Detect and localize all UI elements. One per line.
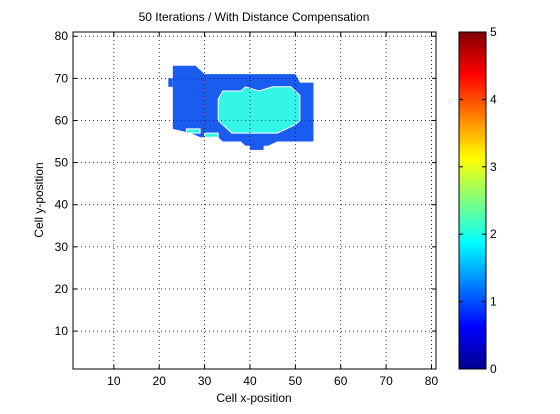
x-tick-label: 30 [198,374,212,388]
heatmap-region-3 [250,141,264,150]
colorbar-ticks: 0 1 2 3 4 5 [459,25,497,376]
plot-frame [72,31,437,370]
heatmap-region-5 [185,128,201,134]
heatmap-region-4 [217,86,301,134]
colorbar-tick-label: 1 [490,295,497,309]
colorbar-frame [458,31,487,370]
x-tick-label: 80 [425,374,439,388]
y-tick-label: 50 [55,156,69,170]
grid-lines [73,32,436,369]
colorbar-tick-label: 3 [490,160,497,174]
colorbar: 0 1 2 3 4 5 [458,25,497,376]
x-tick-label: 50 [289,374,303,388]
colorbar-tick-label: 5 [490,25,497,39]
y-tick-label: 10 [55,324,69,338]
heatmap-regions [168,65,314,150]
y-axis-ticks: 10 20 30 40 50 60 70 80 [55,29,436,338]
heatmap-region-2 [168,78,173,87]
colorbar-tick-label: 4 [490,92,497,106]
colorbar-tick-label: 2 [490,227,497,241]
y-axis-label: Cell y-position [32,162,46,237]
x-tick-label: 20 [153,374,167,388]
x-tick-label: 40 [243,374,257,388]
y-tick-label: 60 [55,113,69,127]
x-axis-label: Cell x-position [216,391,291,405]
y-tick-label: 40 [55,198,69,212]
colorbar-tick-label: 0 [490,362,497,376]
y-tick-label: 30 [55,240,69,254]
x-tick-label: 60 [334,374,348,388]
plot-area: 10 20 30 40 50 60 70 80 10 20 30 40 50 60 70 80 [55,29,439,388]
y-tick-label: 70 [55,71,69,85]
x-tick-label: 10 [107,374,121,388]
heatmap-region-6 [204,132,219,138]
y-tick-label: 20 [55,282,69,296]
x-tick-label: 70 [379,374,393,388]
y-tick-label: 80 [55,29,69,43]
chart-title: 50 Iterations / With Distance Compensati… [139,10,370,24]
colorbar-gradient [459,32,486,369]
x-axis-ticks: 10 20 30 40 50 60 70 80 [107,32,438,388]
